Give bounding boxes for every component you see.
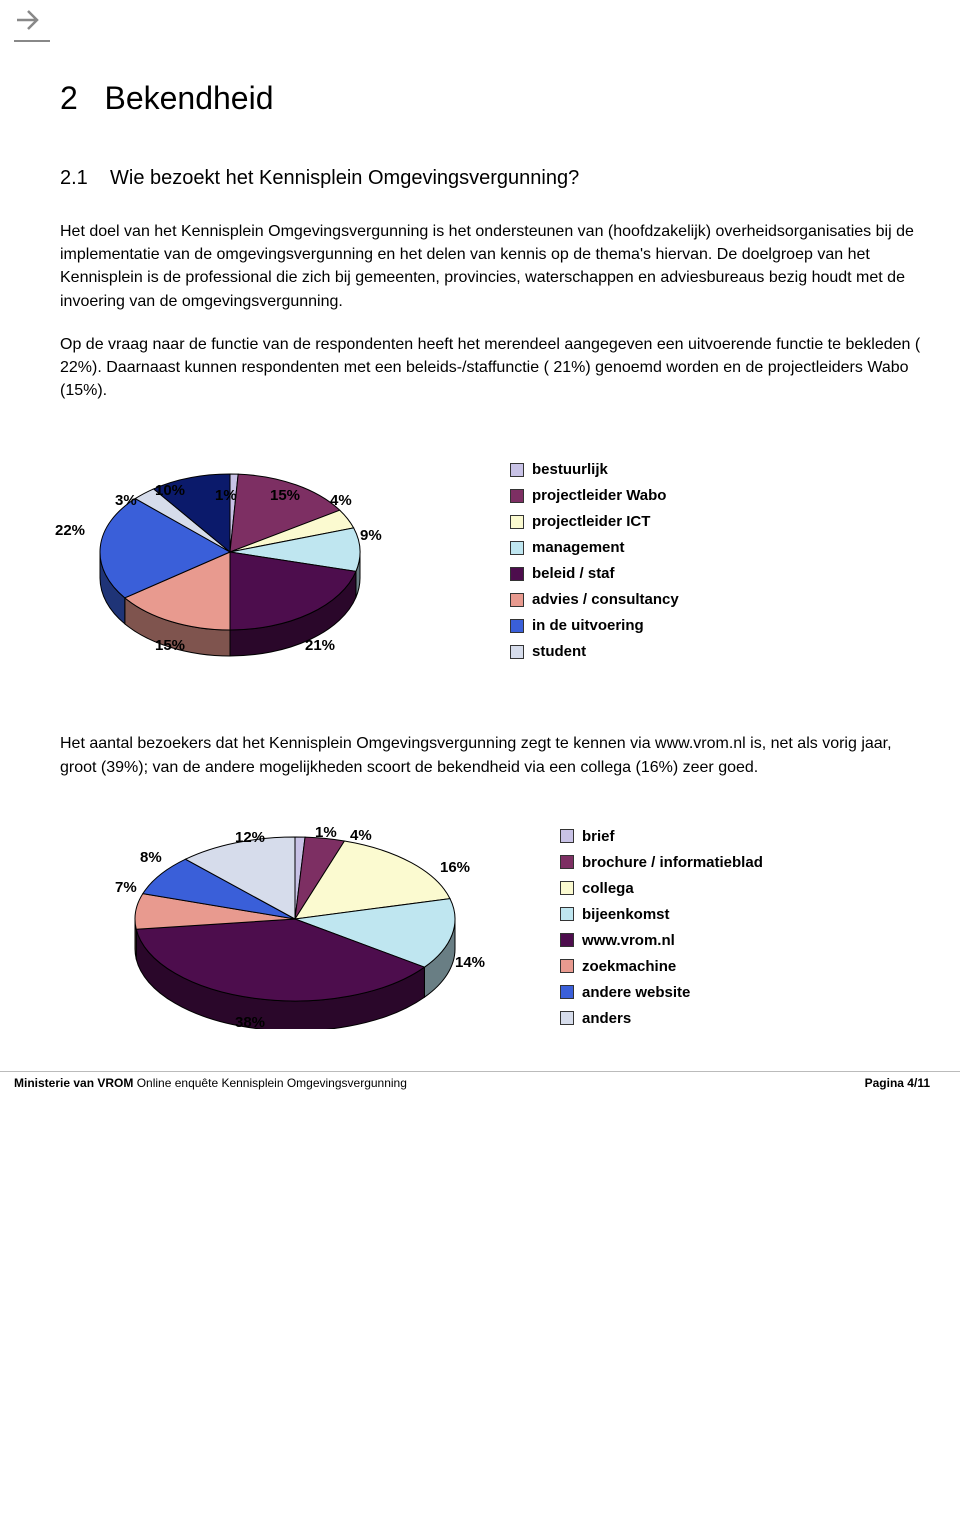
legend-label: projectleider Wabo (532, 487, 666, 504)
legend-item: collega (560, 880, 763, 897)
legend-item: brochure / informatieblad (560, 854, 763, 871)
legend-swatch (560, 829, 574, 843)
paragraph-2: Op de vraag naar de functie van de respo… (60, 333, 930, 403)
legend-swatch (560, 1011, 574, 1025)
legend-label: zoekmachine (582, 958, 676, 975)
paragraph-1: Het doel van het Kennisplein Omgevingsve… (60, 220, 930, 313)
section-title-text: Bekendheid (104, 80, 273, 116)
legend-item: student (510, 643, 679, 660)
legend-label: collega (582, 880, 634, 897)
chart-functie-block: 3%10%1%15%4%22%9%15%21% bestuurlijkproje… (60, 442, 930, 682)
section-heading: 2 Bekendheid (60, 80, 930, 117)
legend-label: andere website (582, 984, 690, 1001)
legend-label: beleid / staf (532, 565, 615, 582)
legend-label: anders (582, 1010, 631, 1027)
legend-swatch (510, 515, 524, 529)
legend-swatch (510, 593, 524, 607)
pie-datalabel: 15% (270, 487, 300, 504)
pie-svg (60, 442, 390, 682)
legend-item: bestuurlijk (510, 461, 679, 478)
legend-label: advies / consultancy (532, 591, 679, 608)
legend-item: www.vrom.nl (560, 932, 763, 949)
pie-datalabel: 16% (440, 859, 470, 876)
legend-label: student (532, 643, 586, 660)
pie-datalabel: 12% (235, 829, 265, 846)
legend-item: advies / consultancy (510, 591, 679, 608)
pie-datalabel: 9% (360, 527, 382, 544)
pie-datalabel: 4% (350, 827, 372, 844)
pie-svg (60, 809, 480, 1029)
pie-datalabel: 10% (155, 482, 185, 499)
legend-swatch (560, 855, 574, 869)
legend-item: projectleider ICT (510, 513, 679, 530)
legend-item: brief (560, 828, 763, 845)
page-footer: Ministerie van VROM Online enquête Kenni… (0, 1071, 960, 1090)
legend-swatch (560, 985, 574, 999)
subsection-number: 2.1 (60, 167, 88, 189)
pie-datalabel: 3% (115, 492, 137, 509)
legend-swatch (560, 881, 574, 895)
legend-item: beleid / staf (510, 565, 679, 582)
legend-swatch (560, 933, 574, 947)
legend-item: zoekmachine (560, 958, 763, 975)
pie-datalabel: 1% (315, 824, 337, 841)
legend-label: bestuurlijk (532, 461, 608, 478)
section-number: 2 (60, 80, 78, 116)
pie-datalabel: 7% (115, 879, 137, 896)
legend-label: projectleider ICT (532, 513, 650, 530)
pie-datalabel: 1% (215, 487, 237, 504)
footer-doc: Online enquête Kennisplein Omgevingsverg… (137, 1076, 407, 1090)
pie-datalabel: 15% (155, 637, 185, 654)
legend-item: bijeenkomst (560, 906, 763, 923)
chart-bekendheid-block: 12% 1% 4% 8% 16% 7% 14% 38% brief brochure / inf… (60, 809, 930, 1036)
pie-datalabel: 22% (55, 522, 85, 539)
legend-swatch (560, 907, 574, 921)
legend-swatch (510, 619, 524, 633)
legend-item: in de uitvoering (510, 617, 679, 634)
pie-datalabel: 14% (455, 954, 485, 971)
legend-label: www.vrom.nl (582, 932, 675, 949)
legend-item: anders (560, 1010, 763, 1027)
legend-item: projectleider Wabo (510, 487, 679, 504)
legend-label: brief (582, 828, 615, 845)
legend-swatch (510, 541, 524, 555)
footer-org: Ministerie van VROM (14, 1076, 133, 1090)
legend-swatch (560, 959, 574, 973)
paragraph-3: Het aantal bezoekers dat het Kennisplein… (60, 732, 930, 778)
arrow-icon (14, 6, 50, 42)
pie-datalabel: 4% (330, 492, 352, 509)
legend-swatch (510, 489, 524, 503)
legend-label: in de uitvoering (532, 617, 644, 634)
subsection-heading: 2.1 Wie bezoekt het Kennisplein Omgeving… (60, 167, 930, 190)
legend-item: andere website (560, 984, 763, 1001)
subsection-title-text: Wie bezoekt het Kennisplein Omgevingsver… (110, 167, 579, 189)
pie-datalabel: 8% (140, 849, 162, 866)
footer-page: Pagina 4/11 (865, 1076, 930, 1090)
pie-datalabel: 21% (305, 637, 335, 654)
pie-chart-functie: 3%10%1%15%4%22%9%15%21% (60, 442, 390, 682)
legend-item: management (510, 539, 679, 556)
legend-swatch (510, 567, 524, 581)
legend-swatch (510, 463, 524, 477)
legend-functie: bestuurlijk projectleider Wabo projectleid… (510, 442, 679, 669)
legend-label: management (532, 539, 625, 556)
legend-bekendheid: brief brochure / informatieblad collega bij… (560, 809, 763, 1036)
legend-swatch (510, 645, 524, 659)
pie-datalabel: 38% (235, 1014, 265, 1031)
legend-label: bijeenkomst (582, 906, 670, 923)
pie-chart-bekendheid: 12%1%4%8%16%7%14%38% (60, 809, 480, 1029)
legend-label: brochure / informatieblad (582, 854, 763, 871)
